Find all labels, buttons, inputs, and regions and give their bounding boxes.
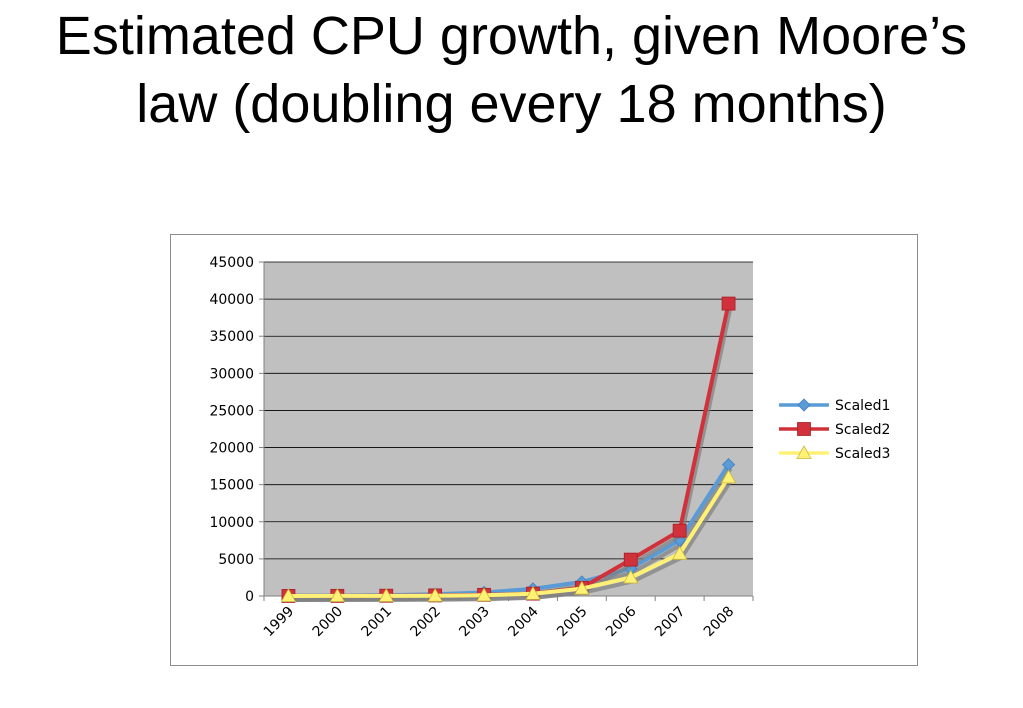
legend-entry-scaled3: Scaled3 [779, 445, 890, 462]
slide-title: Estimated CPU growth, given Moore’s law … [55, 6, 968, 134]
legend-entry-scaled1: Scaled1 [779, 398, 890, 414]
legend-label: Scaled2 [835, 422, 890, 438]
y-tick-label: 10000 [209, 515, 254, 531]
series-layer [280, 296, 737, 603]
data-point [623, 552, 638, 567]
data-point [329, 588, 346, 602]
data-point [720, 469, 737, 484]
x-tick-label: 2004 [505, 603, 542, 640]
legend-label: Scaled1 [835, 398, 890, 414]
legend-marker [796, 445, 812, 460]
y-tick-label: 5000 [218, 552, 254, 568]
x-tick-label: 2002 [407, 604, 444, 641]
data-point [574, 580, 590, 595]
x-tick-label: 2001 [359, 604, 396, 641]
data-point [476, 587, 492, 602]
y-tick-label: 45000 [209, 255, 254, 271]
x-tick-label: 2006 [603, 603, 640, 640]
y-tick-label: 30000 [209, 366, 254, 382]
legend-marker [797, 398, 811, 412]
x-tick-label: 2007 [652, 604, 689, 641]
x-tick-label: 2008 [701, 604, 738, 641]
data-point [427, 587, 443, 602]
series-scaled3 [280, 469, 737, 602]
y-tick-label: 25000 [209, 403, 254, 419]
legend-label: Scaled3 [835, 446, 890, 462]
x-tick-label: 1999 [261, 604, 298, 641]
data-point [721, 296, 736, 311]
y-tick-label: 20000 [209, 441, 254, 457]
data-point [623, 569, 639, 584]
data-point [672, 523, 687, 538]
y-tick-label: 0 [245, 589, 254, 605]
y-tick-label: 35000 [209, 329, 254, 345]
x-tick-label: 2005 [554, 604, 591, 641]
x-tick-label: 2003 [456, 604, 493, 641]
series-line [288, 476, 731, 598]
y-tick-label: 40000 [209, 292, 254, 308]
y-tick-label: 15000 [209, 478, 254, 494]
data-point [378, 588, 394, 602]
legend-marker [797, 422, 811, 436]
data-point [280, 588, 297, 602]
data-point [671, 545, 688, 560]
data-point [525, 585, 541, 600]
legend: Scaled1 Scaled2 Scaled3 [779, 398, 890, 462]
legend-entry-scaled2: Scaled2 [779, 422, 890, 438]
series-line-shadow [290, 480, 733, 602]
x-tick-label: 2000 [310, 604, 347, 641]
